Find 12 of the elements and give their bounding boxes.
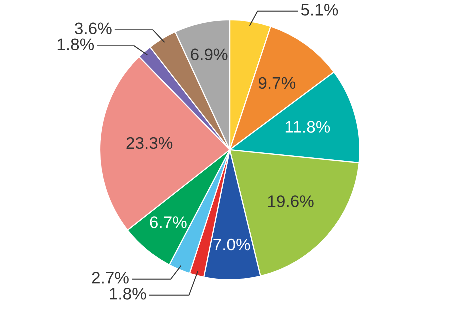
data-label: 6.9% [191, 48, 228, 61]
data-label: 2.7% [92, 272, 129, 284]
data-label: 9.7% [258, 77, 296, 90]
data-label: 19.6% [268, 196, 314, 208]
data-label: 11.8% [286, 121, 330, 133]
data-label: 1.8% [58, 38, 94, 51]
data-label: 5.1% [301, 4, 338, 16]
data-label: 7.0% [214, 238, 250, 251]
data-label: 23.3% [126, 137, 173, 150]
data-label: 1.8% [110, 288, 146, 300]
data-label: 3.6% [75, 22, 112, 35]
data-label: 6.7% [150, 216, 187, 228]
